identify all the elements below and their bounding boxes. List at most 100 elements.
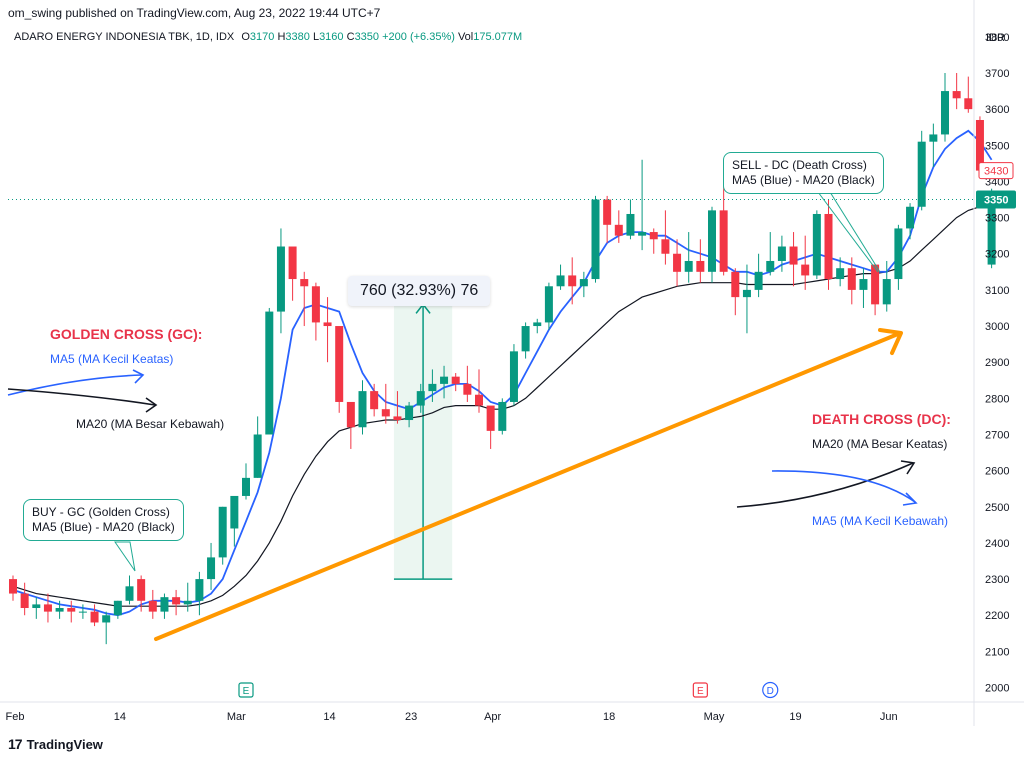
y-tick-label: 3000 xyxy=(985,321,1009,333)
candle-body xyxy=(230,495,239,529)
candle-body xyxy=(708,210,716,272)
candle-body xyxy=(952,91,961,99)
candle-body xyxy=(777,246,786,261)
candle-body xyxy=(32,604,41,609)
volume-value: 175.077M xyxy=(473,31,523,43)
trend-arrow-head xyxy=(878,328,903,355)
candle-body xyxy=(463,383,472,395)
candle-body xyxy=(614,224,623,236)
candle-body xyxy=(370,391,379,410)
y-tick-label: 3300 xyxy=(985,213,1009,225)
candle-body xyxy=(941,91,949,135)
candle-body xyxy=(964,98,973,110)
candle-body xyxy=(67,608,76,612)
candle-body xyxy=(591,199,600,280)
candle-body xyxy=(509,351,518,402)
candle-body xyxy=(906,206,915,229)
sell-callout-line1: SELL - DC (Death Cross) xyxy=(732,158,867,172)
candle-body xyxy=(638,232,647,236)
candle-body xyxy=(428,383,437,392)
candle-body xyxy=(9,579,17,594)
candle-body xyxy=(137,579,146,601)
currency-label: IDR xyxy=(986,32,1005,44)
candle-body xyxy=(20,593,29,609)
high-value: 3380 xyxy=(285,31,310,43)
close-value: 3350 xyxy=(354,31,380,43)
candle-body xyxy=(556,275,565,287)
y-tick-label: 2000 xyxy=(985,683,1009,695)
candle-body xyxy=(731,271,740,298)
candle-body xyxy=(498,401,507,431)
candle-body xyxy=(975,119,984,171)
candle-body xyxy=(661,239,670,254)
candle-body xyxy=(521,326,530,352)
symbol-legend: ADARO ENERGY INDONESIA TBK, 1D, IDX O317… xyxy=(14,31,522,43)
earnings-event-icon xyxy=(692,682,708,698)
low-value: 3160 xyxy=(319,31,344,43)
earnings-event-icon xyxy=(238,682,254,698)
golden-cross-title: GOLDEN CROSS (GC): xyxy=(50,326,203,342)
x-tick-label: 19 xyxy=(789,711,801,723)
golden-ma5-arrow-head xyxy=(132,369,145,384)
buy-callout-line1: BUY - GC (Golden Cross) xyxy=(32,505,170,519)
candle-body xyxy=(719,210,728,272)
candle-body xyxy=(486,405,495,431)
price-range-label: 760 (32.93%) 76 xyxy=(348,276,491,306)
x-tick-label: 14 xyxy=(323,711,335,723)
candle-body xyxy=(346,401,355,428)
candle-body xyxy=(172,597,181,605)
event-symbol: E xyxy=(697,686,704,697)
y-tick-label: 2200 xyxy=(985,610,1009,622)
y-tick-label: 2800 xyxy=(985,393,1009,405)
x-tick-label: May xyxy=(704,711,725,723)
candle-body xyxy=(381,409,390,417)
candle-body xyxy=(568,275,577,287)
candle-body xyxy=(311,286,320,323)
y-tick-label: 2500 xyxy=(985,502,1009,514)
candle-body xyxy=(533,322,542,327)
x-tick-label: Apr xyxy=(484,711,501,723)
candle-body xyxy=(987,199,996,265)
candle-body xyxy=(300,279,309,287)
y-tick-label: 2100 xyxy=(985,646,1009,658)
y-tick-label: 3700 xyxy=(985,68,1009,80)
candle-body xyxy=(102,615,111,623)
candle-body xyxy=(917,141,926,207)
candle-body xyxy=(626,213,635,236)
high-label: H xyxy=(277,31,286,43)
candle-body xyxy=(276,246,285,312)
candle-body xyxy=(742,289,751,298)
x-tick-label: Feb xyxy=(6,711,25,723)
prev-close-tag xyxy=(978,162,1014,180)
candle-body xyxy=(207,557,216,580)
tradingview-logo-icon: 17 xyxy=(8,736,23,752)
candle-body xyxy=(160,597,169,612)
golden-ma5-note: MA5 (MA Kecil Keatas) xyxy=(50,352,174,366)
golden-ma20-arrow xyxy=(7,388,156,406)
candle-body xyxy=(78,611,87,613)
y-tick-label: 3600 xyxy=(985,104,1009,116)
trend-line xyxy=(154,332,900,641)
x-tick-label: 23 xyxy=(405,711,417,723)
x-tick-label: Jun xyxy=(880,711,898,723)
sell-callout-pointer-1 xyxy=(817,191,879,273)
candle-body xyxy=(440,376,449,384)
sell-callout[interactable]: SELL - DC (Death Cross) MA5 (Blue) - MA2… xyxy=(723,152,884,194)
buy-callout[interactable]: BUY - GC (Golden Cross) MA5 (Blue) - MA2… xyxy=(23,499,184,541)
candle-body xyxy=(55,608,64,612)
candle-body xyxy=(90,611,99,623)
candle-body xyxy=(847,268,856,290)
candle-body xyxy=(43,604,52,612)
y-tick-label: 3800 xyxy=(985,32,1009,44)
candle-body xyxy=(358,391,367,428)
candle-body xyxy=(882,279,891,305)
death-ma20-arrow-head xyxy=(900,460,916,475)
candle-body xyxy=(451,376,460,384)
candle-body xyxy=(218,506,227,558)
death-ma5-arrow xyxy=(771,470,916,503)
last-close-label: 3350 xyxy=(984,195,1008,207)
x-tick-label: 18 xyxy=(603,711,615,723)
candle-body xyxy=(125,586,134,601)
golden-ma20-note: MA20 (MA Besar Kebawah) xyxy=(76,417,225,431)
